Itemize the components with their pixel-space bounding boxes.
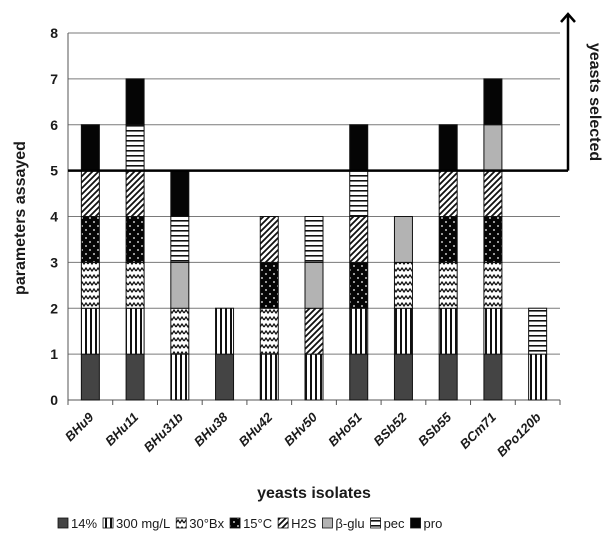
bar-segment-bho51-pec [349,170,369,217]
legend-label-pec: pec [384,516,405,531]
bar-segment-bcm71-30-bx [483,261,503,309]
bar-segment-bcm71-pro [483,78,503,126]
legend-swatch-30-bx [175,517,187,529]
threshold-annotation [68,12,576,172]
legend-label-h2s: H2S [291,516,317,531]
y-tick-label-3: 3 [50,254,58,270]
y-tick-label-4: 4 [50,209,58,225]
bar-segment-bsb55-pro [438,124,458,172]
bar-segment-bhu11-pro [125,78,145,126]
x-tick-label-bhu31b: BHu31b [141,409,186,454]
bar-segment-bsb55-h2s [438,170,458,217]
bar-segment-bsb55-14 [438,353,458,401]
legend-swatch-glu [322,517,333,529]
x-axis-title: yeasts isolates [257,485,371,502]
bar-segment-bsb52-30-bx [393,261,413,309]
bar-segment-bhu9-15-c [80,216,100,263]
y-tick-label-8: 8 [50,25,58,41]
bar-segment-bpo120b-pec [528,307,548,355]
legend-swatch-15-c [229,517,241,529]
y-tick-label-5: 5 [50,163,58,179]
bar-segment-bhu31b-300-mg-l [170,353,190,401]
x-tick-label-bcm71: BCm71 [457,410,499,452]
bar-segment-bcm71-300-mg-l [483,307,503,355]
bar-segment-bsb52-300-mg-l [393,307,413,355]
bar-segment-bhv50-h2s [304,307,324,355]
bar-segment-bsb52-glu [393,216,413,263]
bar-segment-bho51-300-mg-l [349,307,369,355]
bar-segment-bhu42-h2s [259,216,279,263]
legend-label-14: 14% [71,516,97,531]
legend-label-pro: pro [424,516,443,531]
y-tick-label-0: 0 [50,392,58,408]
legend-label-15-c: 15°C [243,516,272,531]
x-tick-label-bhv50: BHv50 [281,409,321,449]
x-tick-label-bho51: BHo51 [325,410,365,450]
y-tick-label-2: 2 [50,300,58,316]
bar-segment-bhu11-h2s [125,170,145,217]
bar-segment-bhu9-14 [80,353,100,401]
y-axis-title: parameters assayed [12,141,29,295]
bar-segment-bsb55-15-c [438,216,458,263]
bar-segment-bhu31b-pec [170,216,190,263]
bar-segment-bhu11-15-c [125,216,145,263]
bar-segment-bhu11-pec [125,124,145,172]
bar-segment-bho51-14 [349,353,369,401]
y-tick-label-6: 6 [50,117,58,133]
legend-label-30-bx: 30°Bx [189,516,224,531]
legend-swatch-14 [57,517,69,529]
bar-segment-bhu31b-30-bx [170,307,190,355]
x-tick-label-bhu9: BHu9 [62,409,97,444]
legend-swatch-pec [370,517,381,529]
bar-segment-bho51-pro [349,124,369,172]
bar-segment-bhu31b-glu [170,261,190,309]
bar-segment-bhu9-h2s [80,170,100,217]
x-tick-label-bhu38: BHu38 [191,409,231,449]
x-tick-label-bpo120b: BPo120b [494,409,544,459]
y-tick-label-7: 7 [50,71,58,87]
bar-segment-bhv50-300-mg-l [304,353,324,401]
bar-segment-bcm71-h2s [483,170,503,217]
bar-segment-bcm71-15-c [483,216,503,263]
threshold-arrow-head [560,12,576,23]
threshold-label: yeasts selected [586,43,603,161]
bar-segment-bpo120b-300-mg-l [528,353,548,401]
bar-segment-bhu11-14 [125,353,145,401]
x-tick-label-bsb55: BSb55 [415,409,455,449]
bar-segment-bhu42-15-c [259,261,279,309]
bar-segment-bhu9-300-mg-l [80,307,100,355]
bar-segment-bhu42-300-mg-l [259,353,279,401]
legend-label-glu: β-glu [335,516,364,531]
bar-segment-bhv50-pec [304,216,324,263]
bar-segment-bhu38-14 [215,353,235,401]
legend-swatch-300-mg-l [102,517,114,529]
bar-segment-bhu11-300-mg-l [125,307,145,355]
bar-segment-bsb52-14 [393,353,413,401]
bar-segment-bho51-h2s [349,216,369,263]
legend-label-300-mg-l: 300 mg/L [116,516,170,531]
x-tick-label-bhu11: BHu11 [102,410,141,449]
x-tick-label-bhu42: BHu42 [236,409,276,449]
bar-segment-bho51-15-c [349,261,369,309]
bar-segment-bhu31b-pro [170,170,190,217]
x-tick-label-bsb52: BSb52 [370,409,410,449]
bar-segment-bhu9-30-bx [80,261,100,309]
legend-swatch-h2s [277,517,289,529]
bar-segment-bhu11-30-bx [125,261,145,309]
bars [80,78,548,401]
bar-segment-bhu42-30-bx [259,307,279,355]
bar-segment-bsb55-30-bx [438,261,458,309]
bar-segment-bhu38-300-mg-l [215,307,235,355]
bar-segment-bcm71-14 [483,353,503,401]
legend: 14% 300 mg/L 30°Bx 15°C H2S β-glu pec pro [57,516,443,531]
bar-segment-bsb55-300-mg-l [438,307,458,355]
bar-segment-bhu9-pro [80,124,100,172]
bar-segment-bhv50-glu [304,261,324,309]
legend-swatch-pro [410,517,421,529]
bar-segment-bcm71-glu [483,124,503,172]
y-tick-label-1: 1 [50,346,58,362]
